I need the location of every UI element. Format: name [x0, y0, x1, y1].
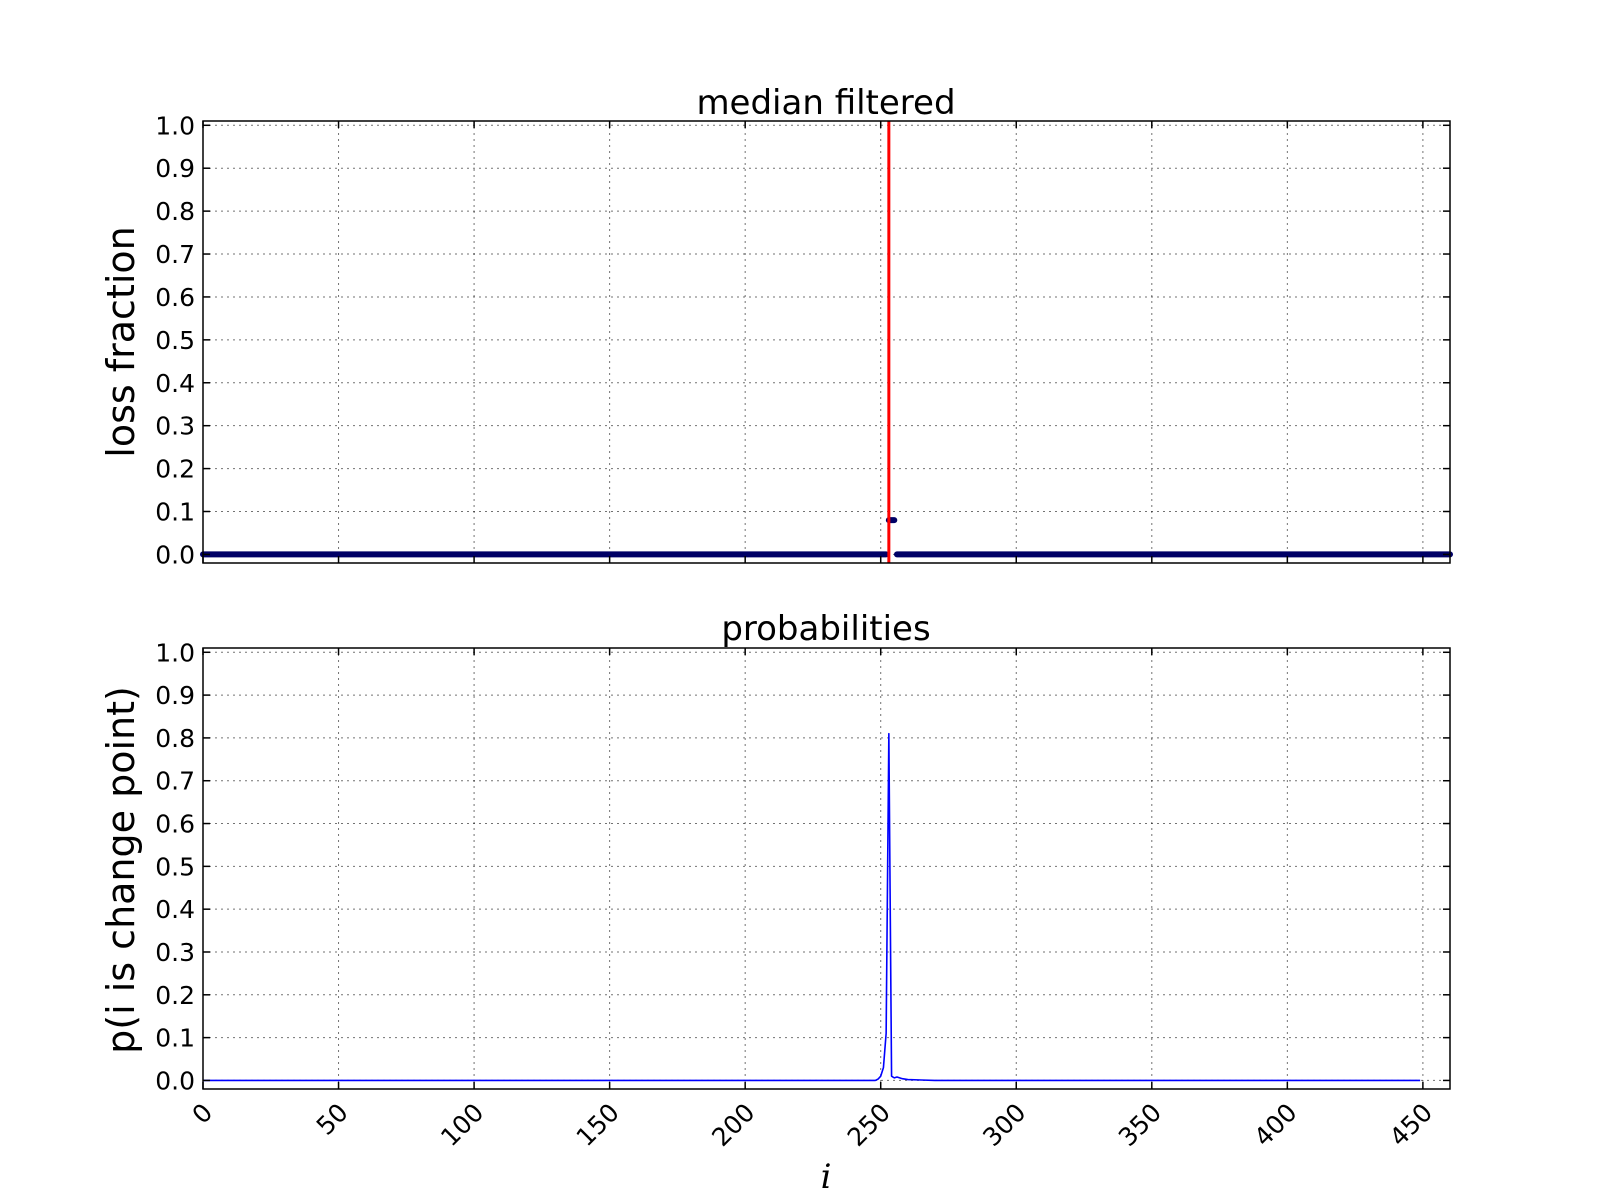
y-tick-label: 0.2 [155, 981, 195, 1010]
bottom-chart-title: probabilities [721, 609, 930, 649]
y-tick-label: 0.7 [155, 240, 195, 269]
y-tick-label: 0.4 [155, 895, 195, 924]
x-tick-label: 50 [311, 1098, 354, 1141]
x-tick-label: 450 [1384, 1098, 1438, 1152]
probabilities-panel: probabilities p(i is change point) 0.0 0.… [99, 609, 1451, 1197]
x-tick-label: 200 [706, 1098, 760, 1152]
y-tick-label: 0.6 [155, 810, 195, 839]
x-tick-label: 250 [842, 1098, 896, 1152]
y-tick-label: 0.0 [155, 540, 195, 569]
x-axis-label: i [821, 1157, 832, 1197]
y-tick-label: 0.4 [155, 369, 195, 398]
y-tick-label: 1.0 [155, 638, 195, 667]
y-tick-label: 0.2 [155, 455, 195, 484]
y-tick-label: 0.5 [155, 326, 195, 355]
x-tick-label: 300 [977, 1098, 1031, 1152]
y-tick-label: 0.7 [155, 767, 195, 796]
y-tick-label: 0.6 [155, 283, 195, 312]
x-tick-label: 150 [571, 1098, 625, 1152]
y-tick-label: 0.1 [155, 1024, 195, 1053]
y-tick-label: 1.0 [155, 111, 195, 140]
bottom-y-axis-label: p(i is change point) [99, 686, 143, 1054]
y-tick-label: 0.3 [155, 938, 195, 967]
probability-line [203, 732, 1421, 1082]
median-filtered-panel: median filtered loss fraction 0.0 0.1 0.2 0… [99, 83, 1453, 569]
y-tick-label: 0.9 [155, 681, 195, 710]
y-tick-label: 0.0 [155, 1066, 195, 1095]
y-tick-label: 0.8 [155, 724, 195, 753]
y-tick-label: 0.1 [155, 498, 195, 527]
top-y-axis-label: loss fraction [99, 226, 143, 457]
x-tick-label: 400 [1248, 1098, 1302, 1152]
y-tick-label: 0.5 [155, 852, 195, 881]
y-tick-label: 0.3 [155, 412, 195, 441]
y-tick-label: 0.8 [155, 197, 195, 226]
top-chart-title: median filtered [696, 83, 955, 123]
top-plot-frame [202, 120, 1451, 564]
bottom-plot-frame [202, 647, 1451, 1090]
x-tick-label: 350 [1113, 1098, 1167, 1152]
x-tick-label: 0 [187, 1098, 219, 1130]
x-tick-label: 100 [435, 1098, 489, 1152]
y-tick-label: 0.9 [155, 154, 195, 183]
